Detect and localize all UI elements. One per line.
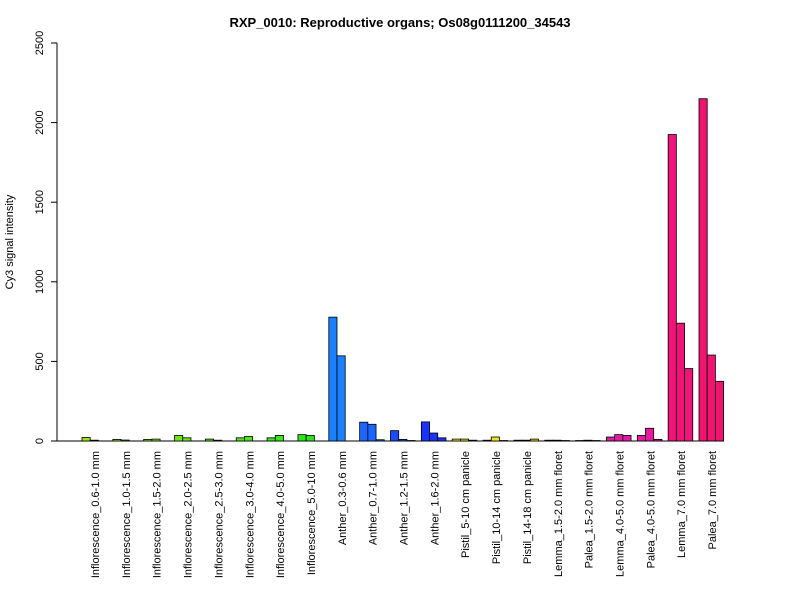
x-tick-label: Inflorescence_2.0-2.5 mm [183, 451, 195, 578]
x-tick-label: Palea_7.0 mm floret [707, 451, 719, 549]
x-tick-label: Lemma_4.0-5.0 mm floret [614, 451, 626, 577]
bar [544, 439, 554, 442]
bar [583, 439, 593, 442]
x-axis-tick-labels: Inflorescence_0.6-1.0 mm Inflorescence_1.… [90, 451, 719, 578]
x-tick-label: Inflorescence_5.0-10 mm [306, 451, 318, 575]
bar [89, 439, 99, 442]
bar [297, 434, 307, 442]
y-tick-label: 2500 [34, 31, 46, 55]
y-tick-label: 500 [34, 352, 46, 370]
y-tick-label: 0 [34, 438, 46, 444]
bar [622, 435, 632, 442]
bar [675, 322, 685, 442]
bar [552, 439, 562, 442]
bar [606, 436, 616, 442]
bar [182, 437, 192, 442]
bar [667, 134, 677, 442]
bar [684, 368, 694, 442]
bar [468, 439, 478, 442]
x-tick-label: Inflorescence_1.5-2.0 mm [152, 451, 164, 578]
x-tick-label: Inflorescence_4.0-5.0 mm [275, 451, 287, 578]
bar [213, 439, 223, 442]
bar [715, 380, 725, 442]
x-tick-label: Lemma_1.5-2.0 mm floret [553, 451, 565, 577]
bar [328, 316, 338, 442]
bar [120, 439, 130, 442]
bar [513, 439, 523, 442]
bar [336, 355, 346, 442]
x-tick-label: Anther_1.6-2.0 mm [429, 451, 441, 545]
bar [429, 432, 439, 442]
bar [490, 436, 500, 442]
bar [359, 421, 369, 442]
bar [529, 438, 539, 442]
bar [81, 437, 91, 442]
bar [244, 436, 254, 442]
bar [420, 421, 430, 442]
bar [375, 439, 385, 442]
x-tick-label: Inflorescence_0.6-1.0 mm [90, 451, 102, 578]
bar [614, 434, 624, 442]
x-tick-label: Palea_1.5-2.0 mm floret [584, 451, 596, 568]
y-tick-label: 1500 [34, 190, 46, 214]
x-tick-label: Inflorescence_3.0-4.0 mm [244, 451, 256, 578]
bar [174, 435, 184, 442]
chart-title: RXP_0010: Reproductive organs; Os08g0111… [229, 15, 570, 30]
x-tick-label: Palea_4.0-5.0 mm floret [645, 451, 657, 568]
bar [274, 435, 284, 442]
bar [706, 354, 716, 442]
x-tick-label: Anther_1.2-1.5 mm [399, 451, 411, 545]
y-tick-label: 2000 [34, 110, 46, 134]
y-tick-label: 1000 [34, 270, 46, 294]
bar [482, 439, 492, 442]
x-tick-label: Pistil_14-18 cm panicle [522, 451, 534, 564]
bar [390, 430, 400, 442]
x-tick-label: Anther_0.7-1.0 mm [368, 451, 380, 545]
y-axis-ticks: 0 500 1000 1500 2000 2500 [34, 31, 57, 444]
x-tick-label: Anther_0.3-0.6 mm [337, 451, 349, 545]
x-tick-label: Lemma_7.0 mm floret [676, 451, 688, 558]
bar [266, 437, 276, 442]
x-tick-label: Inflorescence_1.0-1.5 mm [121, 451, 133, 578]
x-tick-label: Pistil_10-14 cm panicle [491, 451, 503, 564]
bar [398, 439, 408, 442]
bar [636, 435, 646, 442]
y-axis-label: Cy3 signal intensity [4, 194, 16, 289]
bar [367, 423, 377, 442]
bar [437, 437, 447, 442]
bar [521, 439, 531, 442]
bar [305, 435, 315, 442]
bar [235, 437, 245, 442]
bar [698, 98, 708, 442]
bar [459, 438, 469, 442]
bar [151, 438, 161, 442]
x-tick-label: Inflorescence_2.5-3.0 mm [213, 451, 225, 578]
x-tick-label: Pistil_5-10 cm panicle [460, 451, 472, 558]
bar [204, 438, 214, 442]
bar [451, 438, 461, 442]
bar [112, 439, 122, 442]
bar [645, 427, 655, 442]
bar [143, 439, 153, 442]
bars-group [81, 98, 725, 442]
bar [653, 439, 663, 442]
